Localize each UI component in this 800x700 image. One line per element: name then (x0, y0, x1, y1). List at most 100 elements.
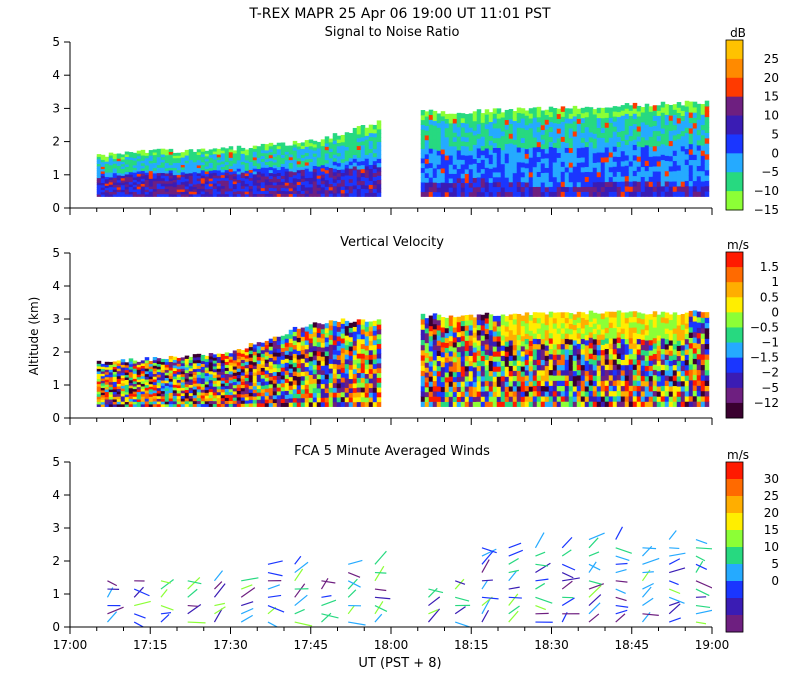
heatmap-cell (96, 156, 102, 160)
heatmap-cell (252, 148, 258, 152)
heatmap-cell (188, 395, 194, 399)
heatmap-cell (192, 400, 198, 405)
heatmap-cell (156, 191, 162, 195)
heatmap-cell (340, 175, 346, 180)
heatmap-cell (492, 171, 498, 178)
heatmap-cell (516, 142, 522, 148)
heatmap-cell (196, 371, 202, 375)
heatmap-cell (108, 366, 114, 370)
heatmap-cell (336, 326, 342, 332)
heatmap-cell (196, 188, 202, 192)
heatmap-cell (692, 149, 698, 155)
heatmap-cell (656, 329, 662, 336)
heatmap-cell (348, 150, 354, 155)
heatmap-cell (192, 380, 198, 384)
heatmap-cell (160, 377, 166, 381)
heatmap-cell (568, 132, 574, 139)
heatmap-cell (248, 193, 254, 197)
heatmap-cell (608, 127, 614, 133)
heatmap-cell (172, 395, 178, 399)
heatmap-cell (136, 376, 142, 380)
heatmap-cell (644, 114, 650, 120)
heatmap-cell (188, 400, 194, 405)
heatmap-cell (200, 185, 206, 189)
heatmap-cell (620, 385, 626, 392)
heatmap-cell (236, 168, 242, 172)
heatmap-cell (524, 390, 530, 397)
heatmap-cell (352, 378, 358, 384)
heatmap-cell (268, 372, 274, 377)
heatmap-cell (476, 123, 482, 130)
heatmap-cell (640, 370, 646, 376)
heatmap-cell (308, 360, 314, 366)
heatmap-cell (132, 193, 138, 197)
heatmap-cell (360, 362, 366, 369)
heatmap-cell (296, 169, 302, 174)
heatmap-cell (600, 328, 606, 335)
heatmap-cell (612, 191, 618, 197)
heatmap-cell (256, 385, 262, 390)
heatmap-cell (260, 356, 266, 361)
heatmap-cell (588, 186, 594, 192)
heatmap-cell (172, 392, 178, 396)
heatmap-cell (180, 152, 186, 156)
heatmap-cell (132, 172, 138, 176)
heatmap-cell (116, 163, 122, 166)
heatmap-cell (124, 369, 130, 373)
heatmap-cell (604, 107, 610, 113)
heatmap-cell (428, 181, 434, 188)
heatmap-cell (528, 335, 534, 341)
heatmap-cell (580, 152, 586, 158)
heatmap-cell (556, 380, 562, 387)
heatmap-cell (524, 354, 530, 360)
heatmap-cell (376, 329, 382, 335)
heatmap-cell (324, 153, 330, 157)
heatmap-cell (484, 123, 490, 130)
heatmap-cell (228, 388, 234, 393)
heatmap-cell (140, 155, 146, 159)
heatmap-cell (496, 346, 502, 352)
heatmap-cell (560, 186, 566, 192)
heatmap-cell (484, 375, 490, 381)
heatmap-cell (584, 141, 590, 148)
heatmap-cell (276, 142, 282, 147)
heatmap-cell (628, 332, 634, 339)
heatmap-cell (328, 157, 334, 162)
heatmap-cell (656, 324, 662, 331)
heatmap-cell (556, 162, 562, 168)
heatmap-cell (96, 403, 102, 407)
heatmap-cell (244, 380, 250, 385)
heatmap-cell (548, 141, 554, 148)
colorbar-label: 10 (764, 109, 779, 123)
heatmap-cell (212, 377, 218, 381)
heatmap-cell (304, 362, 310, 368)
heatmap-cell (108, 193, 114, 197)
heatmap-cell (504, 371, 510, 377)
heatmap-cell (520, 113, 526, 119)
heatmap-cell (192, 374, 198, 378)
heatmap-cell (152, 357, 158, 361)
heatmap-cell (480, 386, 486, 392)
heatmap-cell (468, 314, 474, 321)
heatmap-cell (432, 163, 438, 169)
heatmap-cell (528, 142, 534, 148)
heatmap-cell (452, 376, 458, 383)
heatmap-cell (676, 170, 682, 176)
heatmap-cell (644, 396, 650, 402)
heatmap-cell (360, 391, 366, 398)
heatmap-cell (332, 178, 338, 183)
heatmap-cell (308, 171, 314, 175)
heatmap-cell (100, 161, 106, 165)
heatmap-cell (684, 180, 690, 187)
heatmap-cell (196, 159, 202, 163)
heatmap-cell (472, 317, 478, 323)
heatmap-cell (140, 401, 146, 405)
heatmap-cell (328, 193, 334, 197)
heatmap-cell (588, 390, 594, 397)
heatmap-cell (672, 129, 678, 136)
heatmap-cell (688, 170, 694, 176)
heatmap-cell (452, 391, 458, 398)
heatmap-cell (124, 386, 130, 390)
heatmap-cell (200, 400, 206, 405)
heatmap-cell (440, 125, 446, 131)
